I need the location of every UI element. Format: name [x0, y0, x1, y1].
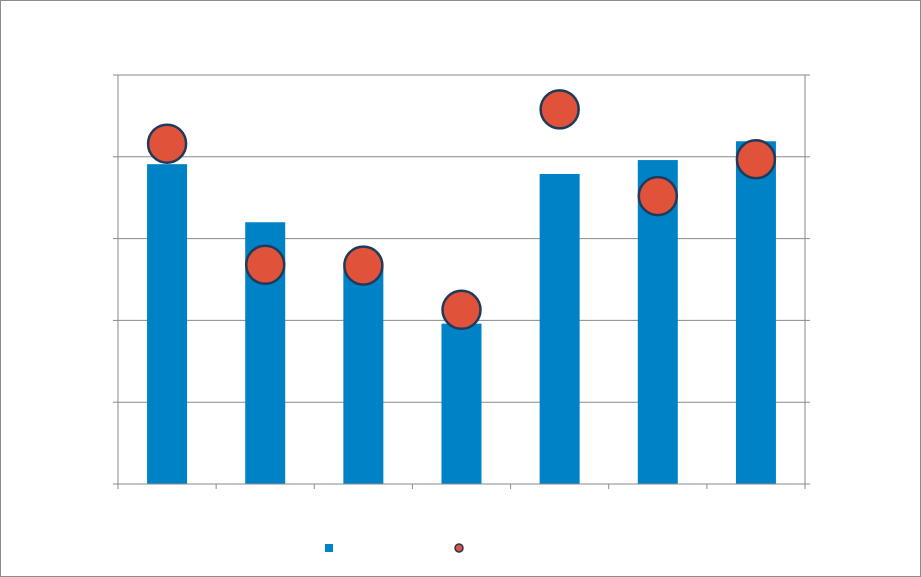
bar: [343, 264, 384, 484]
point: [539, 89, 580, 130]
legend-marker: [325, 544, 333, 552]
point: [146, 123, 188, 164]
point: [735, 139, 777, 180]
bar: [147, 164, 188, 485]
bar: [735, 141, 776, 484]
bar: [441, 323, 482, 484]
bar: [539, 173, 580, 484]
point: [441, 289, 482, 331]
point: [244, 244, 286, 286]
point: [343, 245, 384, 286]
legend-marker: [454, 543, 464, 553]
point: [637, 175, 679, 217]
